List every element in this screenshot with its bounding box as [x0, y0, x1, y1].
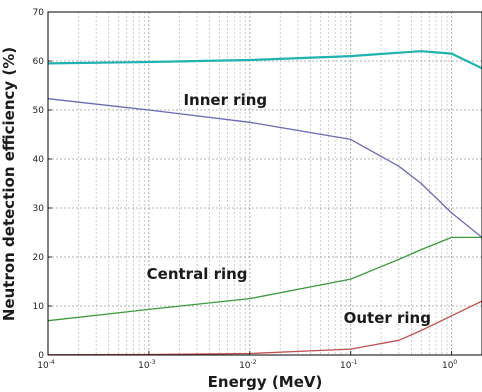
- annotation-label: Outer ring: [344, 309, 431, 327]
- annotation-label: Inner ring: [183, 91, 267, 109]
- y-tick-label: 0: [38, 351, 44, 361]
- y-tick-label: 60: [33, 57, 45, 67]
- x-axis-label: Energy (MeV): [208, 373, 323, 391]
- series-line-1: [47, 50, 482, 70]
- y-tick-label: 70: [33, 8, 45, 18]
- y-tick-label: 10: [33, 302, 45, 312]
- annotations: Inner ring Central ring Outer ring: [147, 91, 431, 327]
- series-line-3: [47, 236, 482, 322]
- grid: [47, 12, 482, 355]
- y-axis-label: Neutron detection efficiency (%): [0, 47, 18, 321]
- y-tick-label: 30: [33, 204, 45, 214]
- y-axis-ticks: 0 10 20 30 40 50 60 70: [33, 8, 52, 361]
- series-line-4: [47, 300, 482, 356]
- y-tick-label: 50: [33, 106, 45, 116]
- series-layer: [47, 50, 482, 356]
- x-axis-ticks: 10-4 10-3 10-2 10-1 100: [37, 351, 457, 371]
- y-tick-label: 40: [33, 155, 45, 165]
- plot-frame: [47, 11, 482, 356]
- series-line-2: [47, 98, 482, 238]
- annotation-label: Central ring: [147, 265, 248, 283]
- y-tick-label: 20: [33, 253, 45, 263]
